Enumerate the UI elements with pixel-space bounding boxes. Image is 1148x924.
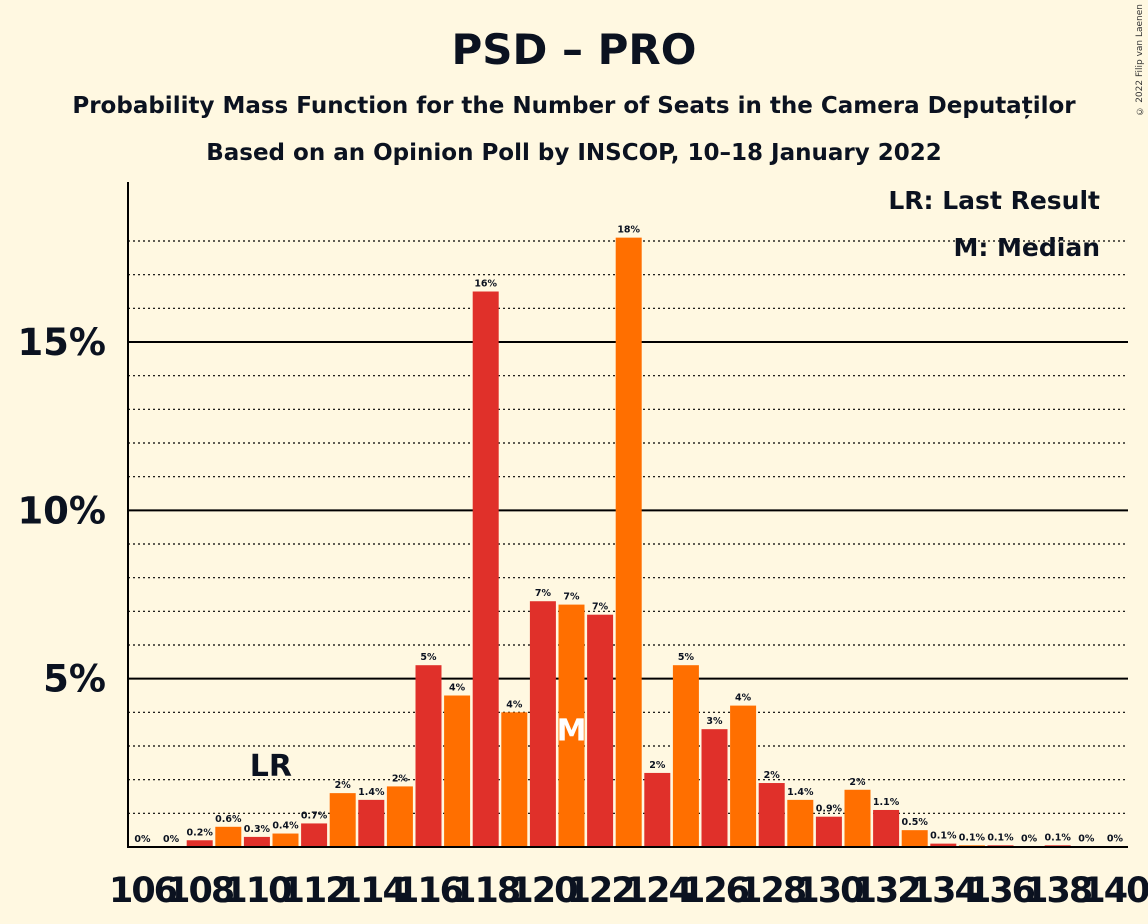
chart-subtitle: Probability Mass Function for the Number… bbox=[72, 93, 1076, 119]
bar bbox=[558, 604, 585, 847]
legend-median: M: Median bbox=[953, 233, 1100, 262]
x-tick-label: 108 bbox=[166, 871, 234, 911]
x-tick-label: 114 bbox=[338, 871, 406, 911]
y-tick-label: 5% bbox=[43, 658, 106, 701]
x-tick-label: 132 bbox=[853, 871, 920, 911]
x-tick-label: 128 bbox=[738, 871, 806, 911]
bar bbox=[787, 799, 814, 847]
bar-value-label: 0% bbox=[1078, 833, 1095, 844]
bar-value-label: 0% bbox=[134, 834, 151, 845]
bar-value-label: 0.1% bbox=[1045, 832, 1072, 843]
bar bbox=[672, 665, 699, 847]
bar bbox=[444, 695, 471, 847]
x-tick-label: 130 bbox=[795, 871, 863, 911]
bar-value-label: 5% bbox=[678, 652, 695, 663]
chart-subtitle-poll: Based on an Opinion Poll by INSCOP, 10–1… bbox=[206, 140, 942, 166]
bar bbox=[873, 809, 900, 847]
bar-value-label: 0% bbox=[163, 834, 180, 845]
bar-value-label: 2% bbox=[764, 770, 781, 781]
bar bbox=[844, 789, 871, 847]
bar bbox=[272, 833, 299, 847]
bar bbox=[472, 291, 499, 847]
bar bbox=[730, 705, 757, 847]
bar bbox=[415, 665, 442, 847]
bar-value-label: 0.7% bbox=[301, 810, 328, 821]
bar bbox=[615, 237, 642, 848]
bar bbox=[901, 830, 928, 847]
x-tick-label: 122 bbox=[567, 871, 634, 911]
bar bbox=[329, 793, 356, 847]
x-tick-label: 134 bbox=[910, 871, 978, 911]
bar bbox=[186, 840, 213, 847]
bar-value-label: 1.4% bbox=[787, 787, 814, 798]
bar bbox=[815, 816, 842, 847]
x-tick-label: 124 bbox=[624, 871, 692, 911]
bar-value-label: 2% bbox=[335, 780, 352, 791]
bar-value-label: 4% bbox=[735, 693, 752, 704]
legend-last-result: LR: Last Result bbox=[888, 186, 1100, 215]
bar bbox=[644, 772, 671, 847]
bar-value-label: 0.6% bbox=[215, 814, 242, 825]
bar bbox=[701, 729, 728, 847]
bar-value-label: 2% bbox=[649, 760, 666, 771]
x-tick-label: 118 bbox=[452, 871, 520, 911]
bar-value-label: 7% bbox=[563, 592, 580, 603]
bar-value-label: 7% bbox=[535, 588, 552, 599]
bar-value-label: 1.1% bbox=[873, 797, 900, 808]
bar-value-label: 0% bbox=[1021, 833, 1038, 844]
bar-value-label: 4% bbox=[449, 683, 466, 694]
bar-value-label: 0.3% bbox=[244, 824, 271, 835]
bar bbox=[758, 783, 785, 847]
bar bbox=[243, 836, 270, 847]
chart-title: PSD – PRO bbox=[451, 25, 697, 74]
x-tick-label: 110 bbox=[223, 871, 291, 911]
bar bbox=[215, 826, 242, 847]
bar-value-label: 3% bbox=[706, 716, 723, 727]
x-tick-label: 126 bbox=[681, 871, 749, 911]
bar-value-label: 2% bbox=[849, 777, 866, 788]
bar-value-label: 1.4% bbox=[358, 787, 385, 798]
bar-value-label: 7% bbox=[592, 602, 609, 613]
bar-value-label: 0.1% bbox=[987, 832, 1014, 843]
x-tick-label: 120 bbox=[509, 871, 577, 911]
x-tick-label: 106 bbox=[109, 871, 177, 911]
bar-value-label: 0.1% bbox=[930, 831, 957, 842]
bar-value-label: 0% bbox=[1107, 833, 1124, 844]
bar-value-label: 5% bbox=[420, 652, 437, 663]
bar-value-label: 4% bbox=[506, 699, 523, 710]
bar-value-label: 0.9% bbox=[816, 804, 843, 815]
bar bbox=[587, 614, 614, 847]
bar-value-label: 0.4% bbox=[272, 821, 299, 832]
bar bbox=[930, 843, 957, 847]
bar-value-label: 16% bbox=[474, 279, 497, 290]
x-tick-label: 116 bbox=[395, 871, 463, 911]
x-tick-label: 136 bbox=[967, 871, 1035, 911]
bar-value-label: 18% bbox=[617, 225, 640, 236]
x-tick-label: 138 bbox=[1024, 871, 1092, 911]
bar bbox=[501, 712, 528, 847]
bar bbox=[301, 823, 328, 847]
bar bbox=[386, 786, 413, 847]
y-tick-label: 10% bbox=[17, 489, 106, 532]
median-marker: M bbox=[557, 714, 587, 749]
bar-value-label: 2% bbox=[392, 773, 409, 784]
bar-value-label: 0.5% bbox=[902, 817, 929, 828]
y-tick-label: 15% bbox=[17, 321, 106, 364]
bar-value-label: 0.1% bbox=[959, 832, 986, 843]
x-tick-label: 112 bbox=[281, 871, 348, 911]
x-tick-label: 140 bbox=[1081, 871, 1148, 911]
bar-value-label: 0.2% bbox=[187, 827, 214, 838]
last-result-marker: LR bbox=[250, 749, 292, 784]
bar bbox=[358, 799, 385, 847]
bar bbox=[529, 601, 556, 847]
